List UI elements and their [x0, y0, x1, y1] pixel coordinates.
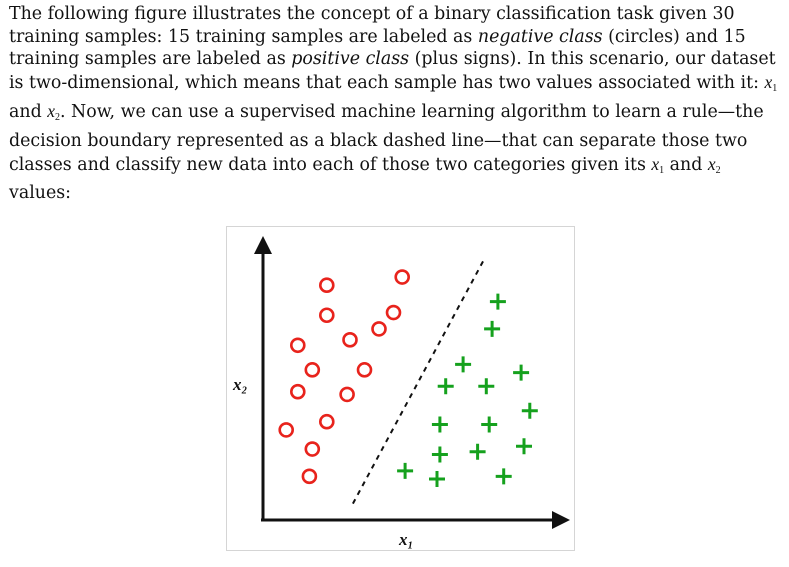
positive-sample-point — [429, 471, 445, 488]
var-x2: x2 — [47, 101, 60, 124]
negative-sample-point — [319, 413, 335, 430]
scatter-plot: x₂ x₁ — [232, 236, 570, 549]
negative-sample-point — [339, 386, 355, 403]
negative-sample-point — [385, 304, 402, 321]
positive-sample-point — [516, 438, 532, 455]
y-axis-label: x₂ — [232, 375, 248, 394]
positive-sample-point — [489, 293, 506, 310]
positive-sample-point — [495, 468, 512, 485]
positive-sample-point — [478, 378, 495, 395]
positive-class-term: positive class — [291, 49, 410, 70]
positive-sample-point — [431, 446, 448, 463]
negative-sample-point — [304, 362, 321, 378]
negative-sample-point — [371, 321, 387, 337]
text-segment: The following figure illustrates the con… — [9, 4, 735, 47]
negative-sample-point — [319, 277, 335, 294]
text-segment: and — [664, 154, 708, 175]
text-segment: values: — [9, 183, 72, 204]
negative-sample-point — [304, 441, 321, 457]
positive-sample-point — [513, 364, 530, 381]
negative-sample-point — [290, 383, 306, 400]
positive-sample-point — [397, 462, 414, 479]
negative-sample-point — [319, 307, 335, 324]
positive-sample-point — [484, 320, 501, 337]
positive-sample-point — [431, 416, 448, 433]
negative-sample-point — [394, 269, 410, 285]
positive-sample-point — [521, 402, 538, 419]
positive-sample-point — [455, 356, 472, 373]
text-segment: . Now, we can use a supervised machine l… — [9, 102, 764, 175]
var-x1: x1 — [764, 71, 778, 94]
negative-sample-point — [290, 337, 306, 354]
positive-sample-point — [469, 443, 486, 460]
var-x1: x1 — [651, 153, 665, 176]
x-axis-label: x₁ — [398, 530, 413, 549]
negative-sample-point — [278, 422, 295, 438]
intro-paragraph: The following figure illustrates the con… — [9, 3, 784, 205]
decision-boundary — [352, 260, 485, 505]
text-segment: (plus signs). In this scenario, our data… — [9, 49, 776, 93]
negative-sample-point — [342, 332, 358, 348]
text-segment: and — [9, 102, 48, 123]
positive-sample-point — [437, 378, 454, 395]
negative-class-term: negative class — [477, 26, 603, 47]
negative-sample-point — [356, 362, 373, 378]
var-x2: x2 — [707, 153, 721, 176]
classification-figure: x₂ x₁ — [226, 226, 575, 551]
positive-sample-point — [481, 416, 498, 433]
text-segment: (circles) and 15 training samples are la… — [9, 26, 746, 70]
negative-sample-point — [301, 468, 318, 485]
